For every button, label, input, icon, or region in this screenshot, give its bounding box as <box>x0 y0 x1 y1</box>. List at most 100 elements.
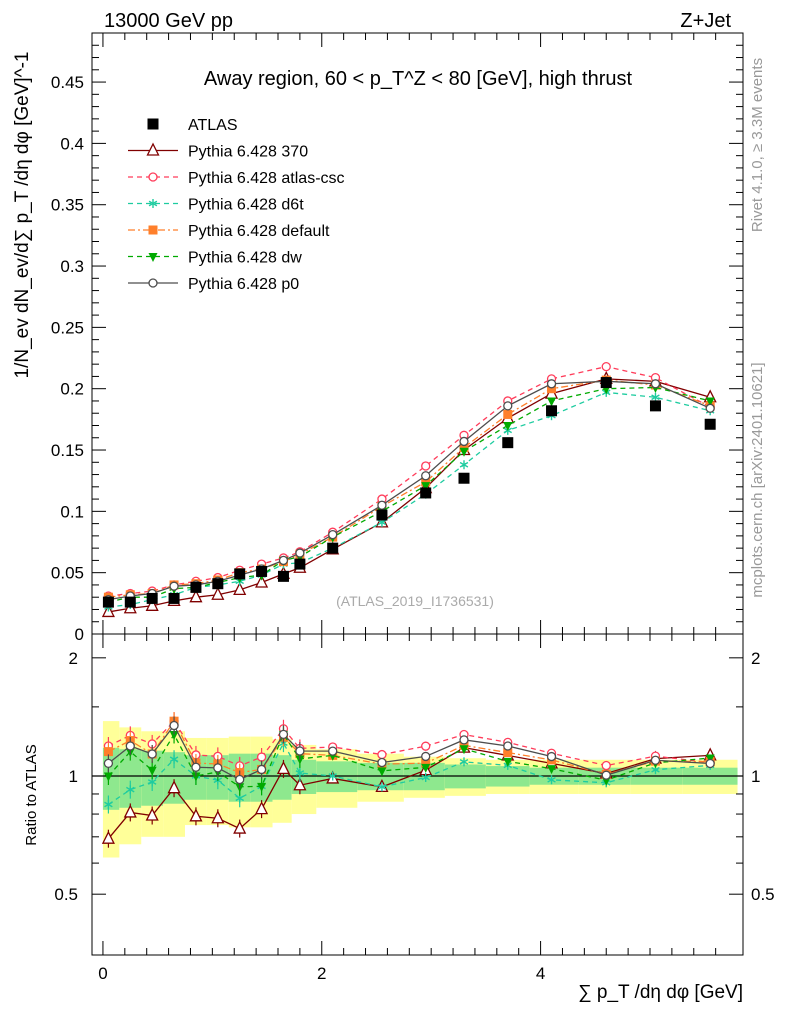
series-pythia-6-428-p0-ratio-point <box>377 757 387 768</box>
x-tick-label: 4 <box>536 964 545 983</box>
series-pythia-6-428-dw-point <box>705 397 715 407</box>
series-pythia-6-428-p0-point <box>278 555 289 566</box>
atlas-data-point <box>420 487 432 499</box>
legend-entry-pythia-6-428-default: Pythia 6.428 default <box>128 223 330 240</box>
series-pythia-6-428-p0-ratio-point <box>421 751 431 762</box>
series-pythia-6-428-370-ratio-point <box>211 810 225 824</box>
atlas-data-point <box>327 542 339 554</box>
series-pythia-6-428-370-ratio-point <box>123 804 137 818</box>
series-pythia-6-428-370-ratio-point <box>233 820 247 834</box>
series-pythia-6-428-p0-ratio-point <box>169 720 179 731</box>
legend-entry-pythia-6-428-atlas-csc: Pythia 6.428 atlas-csc <box>128 170 345 187</box>
series-pythia-6-428-p0-ratio-point <box>191 762 201 772</box>
ratio-tick-label-right: 2 <box>751 649 760 668</box>
series-pythia-6-428-p0-ratio-point <box>546 751 557 762</box>
atlas-data-point <box>124 596 136 608</box>
series-pythia-6-428-p0-point <box>421 471 431 481</box>
atlas-data-point <box>502 437 514 449</box>
y-tick-label: 0.45 <box>51 73 84 92</box>
star-stroke <box>459 461 469 468</box>
star-stroke <box>547 776 556 783</box>
star-stroke <box>377 784 387 790</box>
series-pythia-6-428-dw-ratio-point <box>147 766 157 776</box>
star-stroke <box>651 766 660 773</box>
star-stroke <box>421 774 430 781</box>
series-pythia-6-428-d6t-ratio-point <box>328 771 337 781</box>
x-axis-label: ∑ p_T /dη dφ [GeV] <box>578 982 743 1003</box>
series-pythia-6-428-p0-ratio-point <box>328 746 338 756</box>
star-stroke <box>104 801 113 808</box>
legend-label: Pythia 6.428 dw <box>188 250 302 267</box>
y-axis-label: 1/N_ev dN_ev/d∑ p_T /dη dφ [GeV]^-1 <box>12 52 33 379</box>
legend-entry-pythia-6-428-370: Pythia 6.428 370 <box>128 142 308 161</box>
series-pythia-6-428-atlas-csc-ratio-point <box>421 741 431 751</box>
atlas-data-point <box>146 592 158 604</box>
legend-label: Pythia 6.428 atlas-csc <box>188 170 345 187</box>
energy-label: 13000 GeV pp <box>104 10 233 32</box>
series-pythia-6-428-default-point <box>459 443 469 453</box>
series-pythia-6-428-p0-ratio-point <box>295 746 305 756</box>
series-pythia-6-428-370-point <box>211 586 225 600</box>
star-stroke <box>459 758 469 765</box>
series-pythia-6-428-370-point <box>145 597 159 611</box>
y-tick-label: 0.35 <box>51 196 84 215</box>
series-pythia-6-428-p0-point <box>503 401 513 411</box>
series-pythia-6-428-p0-ratio-point <box>125 741 135 751</box>
series-pythia-6-428-dw-line <box>108 386 711 603</box>
series-pythia-6-428-370-ratio-point <box>167 780 181 794</box>
ratio-tick-label: 0.5 <box>54 885 78 904</box>
ratio-panel: 0 2 4 0.5 0.5 1 1 2 2 Ratio to ATLAS <box>23 633 775 983</box>
series-pythia-6-428-dw-point <box>503 421 513 431</box>
legend-entry-pythia-6-428-p0: Pythia 6.428 p0 <box>128 276 299 293</box>
series-pythia-6-428-370-ratio-point <box>255 801 269 815</box>
series-pythia-6-428-p0-point <box>546 379 557 389</box>
series-pythia-6-428-default-ratio-point <box>503 748 513 758</box>
series-pythia-6-428-p0-point <box>650 379 661 389</box>
legend-label: Pythia 6.428 default <box>188 223 330 240</box>
ratio-tick-label-right: 1 <box>751 767 760 786</box>
series-pythia-6-428-p0-ratio-point <box>459 735 469 745</box>
series-pythia-6-428-dw-point <box>459 447 469 457</box>
ratio-tick-label: 1 <box>69 767 78 786</box>
series-pythia-6-428-p0-ratio-point <box>235 774 245 785</box>
star-stroke <box>295 770 305 776</box>
series-pythia-6-428-p0-ratio-point <box>650 755 661 765</box>
series-pythia-6-428-atlas-csc-line <box>108 365 711 597</box>
legend-label: Pythia 6.428 370 <box>188 144 308 161</box>
atlas-data-point <box>168 592 180 604</box>
series-pythia-6-428-default-point <box>547 384 557 394</box>
series-pythia-6-428-d6t-line <box>108 391 711 608</box>
series-pythia-6-428-d6t-ratio-point <box>459 757 469 767</box>
star-stroke <box>377 519 387 526</box>
star-stroke <box>328 773 337 779</box>
series-pythia-6-428-p0-point <box>705 403 715 413</box>
series-pythia-6-428-atlas-csc-ratio-point <box>256 752 267 762</box>
star-stroke <box>148 200 158 207</box>
stat-band <box>272 755 292 800</box>
series-pythia-6-428-p0-ratio-point <box>256 764 267 775</box>
atlas-data-point <box>234 568 246 580</box>
series-pythia-6-428-p0-ratio-point <box>705 758 715 769</box>
series-pythia-6-428-d6t-ratio-point <box>377 782 387 792</box>
legend-entry-atlas: ATLAS <box>147 117 238 134</box>
series-pythia-6-428-p0-point <box>377 500 387 510</box>
atlas-data-point <box>376 509 388 521</box>
series-pythia-6-428-370-ratio-point <box>276 760 291 775</box>
series-pythia-6-428-p0-point <box>169 581 179 591</box>
series-pythia-6-428-p0-ratio-point <box>278 729 289 740</box>
atlas-data-point <box>190 581 202 593</box>
series-pythia-6-428-d6t-ratio-point <box>547 775 556 785</box>
series-pythia-6-428-dw-ratio-point <box>547 765 557 775</box>
star-stroke <box>126 786 135 793</box>
legend-marker <box>148 172 158 182</box>
series-pythia-6-428-p0-ratio-point <box>213 763 223 773</box>
ratio-tick-label: 2 <box>69 649 78 668</box>
series-pythia-6-428-370-point <box>233 581 247 595</box>
series-pythia-6-428-atlas-csc-ratio-point <box>377 749 387 760</box>
series-pythia-6-428-370-ratio-point <box>145 807 159 821</box>
series-pythia-6-428-d6t-ratio-point <box>295 768 305 778</box>
ratio-frame <box>91 633 744 956</box>
star-stroke <box>169 756 179 763</box>
legend-marker <box>148 278 158 288</box>
y-tick-label: 0 <box>75 625 84 644</box>
